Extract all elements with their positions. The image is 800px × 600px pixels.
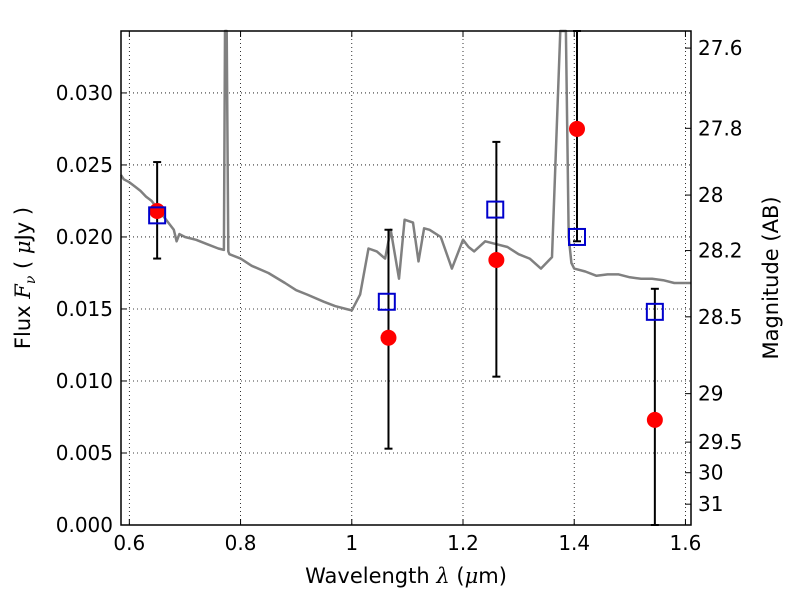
x-tick-label: 0.6 bbox=[113, 531, 145, 555]
x-tick-label: 1.2 bbox=[447, 531, 479, 555]
model-point bbox=[148, 206, 167, 225]
y-tick-label: 0.015 bbox=[56, 297, 113, 321]
y-tick-label: 0.005 bbox=[56, 441, 113, 465]
model-point bbox=[568, 227, 586, 246]
axis-ticks: 0.6 0.8 1 1.2 1.4 1.6 0.000 0.005 0.010 0.015 0.02… bbox=[56, 31, 743, 555]
y-tick-label: 0.000 bbox=[56, 513, 113, 537]
y2-axis-label: Magnitude (AB) bbox=[759, 196, 783, 359]
y2-tick-label: 27.8 bbox=[698, 116, 743, 140]
y2-tick-label: 28 bbox=[698, 183, 723, 207]
y2-tick-label: 29 bbox=[698, 382, 723, 406]
observed-point bbox=[488, 251, 505, 268]
y2-tick-label: 29.5 bbox=[698, 430, 743, 454]
y2-tick-label: 28.5 bbox=[698, 305, 743, 329]
plot-frame bbox=[120, 30, 692, 526]
y-tick-label: 0.020 bbox=[56, 225, 113, 249]
model-point bbox=[486, 200, 505, 219]
spectrum-line bbox=[119, 29, 691, 312]
x-tick-label: 1 bbox=[345, 531, 358, 555]
y-tick-label: 0.010 bbox=[56, 369, 113, 393]
observed-point bbox=[569, 120, 585, 137]
y2-tick-label: 31 bbox=[698, 492, 723, 516]
y2-tick-label: 27.6 bbox=[698, 36, 743, 60]
y2-tick-label: 28.2 bbox=[698, 239, 743, 263]
grid-lines bbox=[121, 31, 691, 526]
y-tick-label: 0.030 bbox=[56, 81, 113, 105]
observed-point bbox=[380, 329, 397, 346]
x-tick-label: 1.4 bbox=[558, 531, 590, 555]
y-tick-label: 0.025 bbox=[56, 153, 113, 177]
plot-area bbox=[119, 29, 691, 526]
y2-tick-label: 30 bbox=[698, 461, 723, 485]
model-point bbox=[377, 292, 396, 311]
x-tick-label: 1.6 bbox=[670, 531, 702, 555]
y-axis-label: Flux Fν ( μJy ) bbox=[11, 207, 39, 349]
model-point bbox=[645, 302, 664, 321]
x-tick-label: 0.8 bbox=[225, 531, 257, 555]
x-axis-label: Wavelength λ (μm) bbox=[305, 564, 507, 588]
observed-point bbox=[646, 411, 663, 428]
observed-point bbox=[149, 203, 166, 220]
